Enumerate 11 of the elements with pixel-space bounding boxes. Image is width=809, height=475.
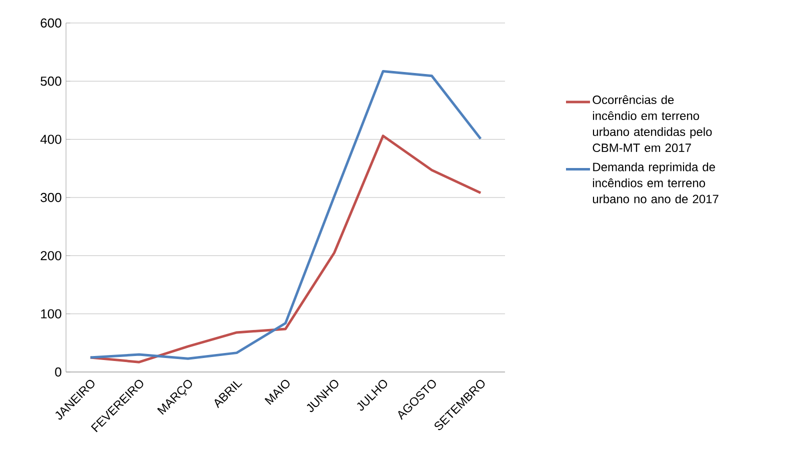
y-tick-label: 400	[40, 134, 62, 144]
y-tick-label: 600	[40, 18, 62, 28]
y-tick-label: 0	[55, 367, 62, 377]
line-series	[89, 134, 482, 364]
legend-label: Demanda reprimida de incêndios em terreno urbano no ano de 2017	[592, 162, 718, 204]
legend-label: Ocorrências de incêndio em terreno urbano atendidas pelo CBM-MT em 2017	[592, 95, 712, 152]
y-tick-label: 300	[40, 192, 62, 202]
y-tick-label: 100	[41, 309, 62, 318]
y-tick-label: 500	[40, 76, 62, 86]
line-series	[89, 70, 482, 360]
y-tick-label: 200	[40, 251, 62, 260]
